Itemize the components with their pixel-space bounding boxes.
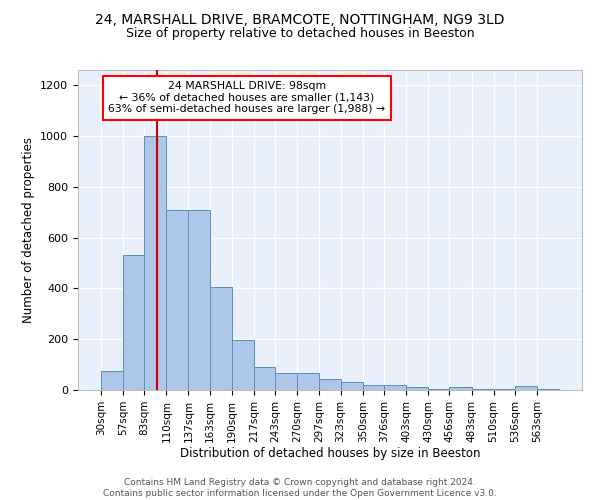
Text: 24, MARSHALL DRIVE, BRAMCOTE, NOTTINGHAM, NG9 3LD: 24, MARSHALL DRIVE, BRAMCOTE, NOTTINGHAM… (95, 12, 505, 26)
Bar (101, 371, 123, 390)
Bar (494, 388, 515, 390)
Bar (449, 388, 472, 390)
Bar (275, 374, 297, 390)
Bar (166, 210, 188, 390)
Bar (384, 386, 406, 390)
Y-axis label: Number of detached properties: Number of detached properties (22, 137, 35, 323)
Bar (406, 388, 428, 390)
Bar (319, 379, 341, 390)
Bar (341, 382, 363, 390)
Text: Size of property relative to detached houses in Beeston: Size of property relative to detached ho… (125, 28, 475, 40)
Bar (515, 386, 537, 390)
Bar (210, 286, 232, 390)
Bar (188, 210, 210, 390)
Bar (254, 367, 275, 390)
Text: 24 MARSHALL DRIVE: 98sqm
← 36% of detached houses are smaller (1,143)
63% of sem: 24 MARSHALL DRIVE: 98sqm ← 36% of detach… (108, 81, 385, 114)
Bar (363, 386, 384, 390)
Bar (232, 340, 254, 390)
Bar (123, 256, 144, 390)
Bar (144, 136, 166, 390)
X-axis label: Distribution of detached houses by size in Beeston: Distribution of detached houses by size … (180, 448, 480, 460)
Bar (472, 388, 494, 390)
Bar (297, 374, 319, 390)
Text: Contains HM Land Registry data © Crown copyright and database right 2024.
Contai: Contains HM Land Registry data © Crown c… (103, 478, 497, 498)
Bar (428, 388, 449, 390)
Bar (537, 388, 559, 390)
